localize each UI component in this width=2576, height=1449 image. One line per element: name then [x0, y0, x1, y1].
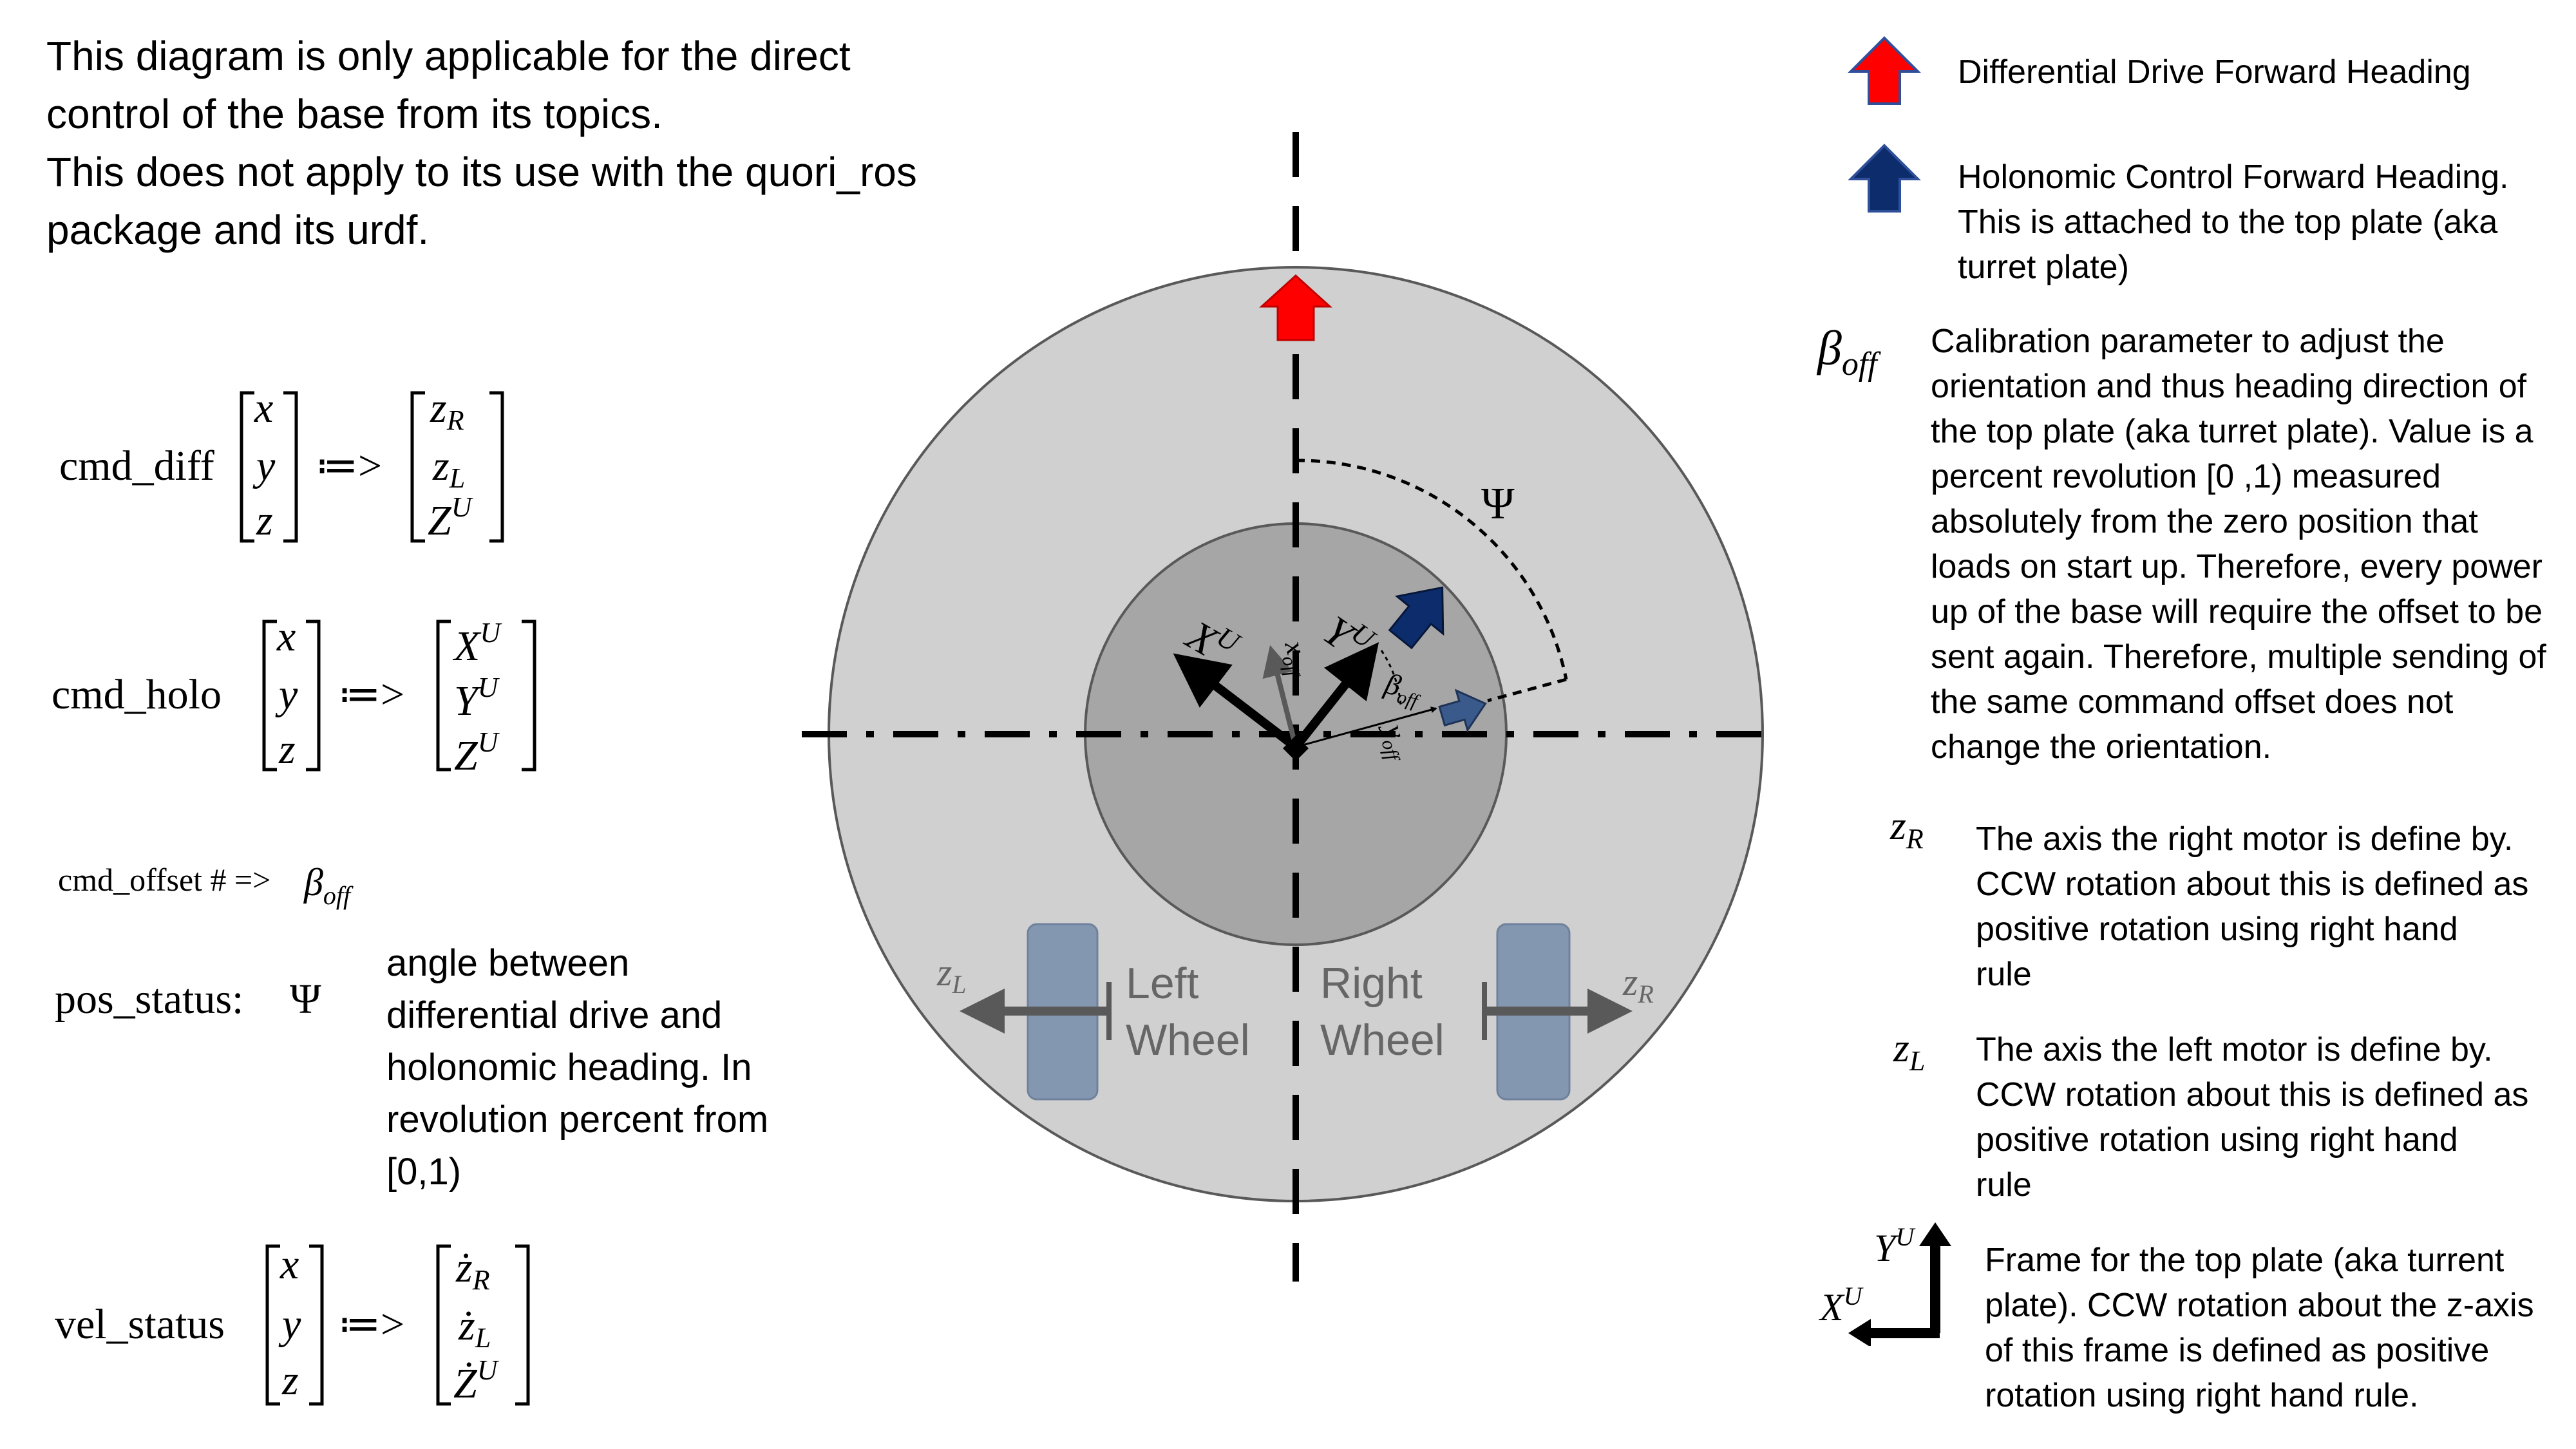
- pos-status-name: pos_status:: [55, 976, 243, 1023]
- right-wheel-label: Wheel: [1320, 1016, 1444, 1065]
- holo-heading-arrow: [1388, 586, 1444, 650]
- legend-z-l-symbol: zL: [1893, 1025, 1926, 1077]
- legend-line: the same command offset does not: [1931, 683, 2454, 721]
- legend-line: CCW rotation about this is defined as: [1976, 1076, 2529, 1113]
- desc-line: holonomic heading. In: [386, 1046, 752, 1088]
- legend-line: Calibration parameter to adjust the: [1931, 323, 2445, 360]
- vector-entry: zL: [432, 442, 465, 494]
- vector-entry: z: [256, 497, 273, 544]
- svg-text:YU: YU: [1874, 1222, 1916, 1269]
- vector-entry: XU: [452, 617, 502, 670]
- command-equations: cmd_diff ≔> cmd_holo ≔> vel_status ≔> x …: [52, 384, 536, 1407]
- intro-line: This does not apply to its use with the …: [46, 149, 917, 195]
- vector-entry: y: [252, 442, 276, 489]
- vector-entry: YU: [454, 672, 500, 724]
- legend-line: plate). CCW rotation about the z-axis: [1985, 1287, 2534, 1324]
- legend-line: Holonomic Control Forward Heading.: [1958, 158, 2509, 196]
- cmd-offset-name: cmd_offset # =>: [58, 862, 270, 898]
- right-wheel-axis-arrow: [1482, 982, 1633, 1040]
- diff-heading-arrow: [1259, 274, 1332, 341]
- vector-entry: z: [278, 726, 296, 773]
- legend-line: This is attached to the top plate (aka: [1958, 204, 2498, 241]
- legend-line: orientation and thus heading direction o…: [1931, 368, 2527, 405]
- legend-frame-description: Frame for the top plate (aka turrent pla…: [1985, 1238, 2534, 1418]
- legend-line: positive rotation using right hand: [1976, 911, 2458, 948]
- desc-line: differential drive and: [386, 994, 723, 1036]
- cmd-holo-arrow: ≔>: [338, 671, 404, 718]
- legend-line: percent revolution [0 ,1) measured: [1931, 458, 2441, 495]
- right-wheel-label: Right: [1320, 959, 1423, 1008]
- offset-heading-arrow: [1438, 688, 1487, 733]
- intro-line: This diagram is only applicable for the …: [46, 33, 851, 79]
- vector-entry: x: [276, 613, 296, 660]
- legend-line: turret plate): [1958, 249, 2129, 286]
- cmd-diff-arrow: ≔>: [316, 442, 382, 489]
- left-wheel-label: Left: [1126, 959, 1199, 1008]
- psi-label: Ψ: [1481, 479, 1515, 529]
- desc-line: revolution percent from: [386, 1099, 769, 1141]
- left-wheel-label: Wheel: [1126, 1016, 1250, 1065]
- vector-entry: z: [281, 1357, 299, 1404]
- legend-line: rotation using right hand rule.: [1985, 1377, 2419, 1414]
- legend-line: positive rotation using right hand: [1976, 1121, 2458, 1159]
- vector-entry: zR: [430, 384, 464, 436]
- intro-note: This diagram is only applicable for the …: [46, 27, 1077, 259]
- legend-line: rule: [1976, 1166, 2032, 1204]
- x-off-arrow: [1262, 645, 1298, 748]
- legend-frame-icon: YU XU: [1819, 1222, 1951, 1346]
- vector-entry: żR: [455, 1244, 490, 1296]
- vector-entry: ZU: [454, 726, 500, 779]
- legend-holo-heading: Holonomic Control Forward Heading. This …: [1958, 155, 2509, 290]
- vel-status-arrow: ≔>: [338, 1301, 404, 1348]
- legend-line: Frame for the top plate (aka turrent: [1985, 1242, 2505, 1279]
- z-l-label: zL: [936, 951, 967, 999]
- legend-line: rule: [1976, 956, 2032, 993]
- psi-arc: [1295, 459, 1568, 680]
- legend-line: of this frame is defined as positive: [1985, 1332, 2490, 1369]
- cmd-diff-name: cmd_diff: [59, 442, 214, 489]
- y-u-arrow: [1292, 642, 1379, 750]
- y-off-arrow: [1295, 706, 1437, 748]
- legend-line: The axis the left motor is define by.: [1976, 1031, 2493, 1068]
- legend-line: up of the base will require the offset t…: [1931, 593, 2543, 630]
- legend-line: the top plate (aka turret plate). Value …: [1931, 413, 2533, 450]
- legend-z-r-symbol: zR: [1890, 802, 1924, 855]
- legend-line: change the orientation.: [1931, 728, 2272, 766]
- cmd-offset-symbol: βoff: [303, 861, 354, 910]
- legend-navy-arrow-icon: [1848, 144, 1921, 213]
- legend-beta-off-description: Calibration parameter to adjust the orie…: [1931, 319, 2546, 770]
- pos-status-symbol: Ψ: [290, 976, 321, 1023]
- legend-line: sent again. Therefore, multiple sending …: [1931, 638, 2546, 676]
- left-wheel-axis-arrow: [960, 982, 1112, 1040]
- cmd-holo-name: cmd_holo: [52, 671, 222, 718]
- desc-line: angle between: [386, 942, 630, 984]
- intro-line: package and its urdf.: [46, 207, 430, 253]
- legend-red-arrow-icon: [1848, 36, 1921, 105]
- legend-line: The axis the right motor is define by.: [1976, 820, 2514, 858]
- desc-line: [0,1): [386, 1151, 462, 1193]
- psi-arc-end: [1487, 677, 1567, 703]
- intro-line: control of the base from its topics.: [46, 91, 663, 137]
- legend-z-l-description: The axis the left motor is define by. CC…: [1976, 1027, 2528, 1208]
- legend-z-r-description: The axis the right motor is define by. C…: [1976, 817, 2528, 997]
- vector-entry: ŻU: [453, 1354, 500, 1407]
- vel-status-name: vel_status: [55, 1301, 225, 1348]
- legend-line: absolutely from the zero position that: [1931, 503, 2478, 540]
- x-u-arrow: [1173, 653, 1299, 751]
- svg-text:XU: XU: [1819, 1282, 1864, 1329]
- vector-entry: x: [254, 384, 273, 431]
- legend-diff-heading: Differential Drive Forward Heading: [1958, 53, 2471, 91]
- origin-marker: [1283, 735, 1309, 761]
- legend-line: loads on start up. Therefore, every powe…: [1931, 548, 2543, 585]
- pos-status-description: angle between differential drive and hol…: [386, 937, 850, 1198]
- robot-base-diagram: zL zR Left Wheel Right Wheel Ψ βoff X: [802, 132, 1777, 1282]
- vector-entry: y: [275, 671, 298, 718]
- vector-entry: y: [278, 1301, 301, 1348]
- vector-entry: żL: [458, 1302, 491, 1354]
- vector-entry: x: [279, 1241, 299, 1288]
- legend-line: CCW rotation about this is defined as: [1976, 866, 2529, 903]
- vector-entry: ZU: [428, 491, 474, 544]
- legend-beta-off-symbol: βoff: [1817, 321, 1877, 383]
